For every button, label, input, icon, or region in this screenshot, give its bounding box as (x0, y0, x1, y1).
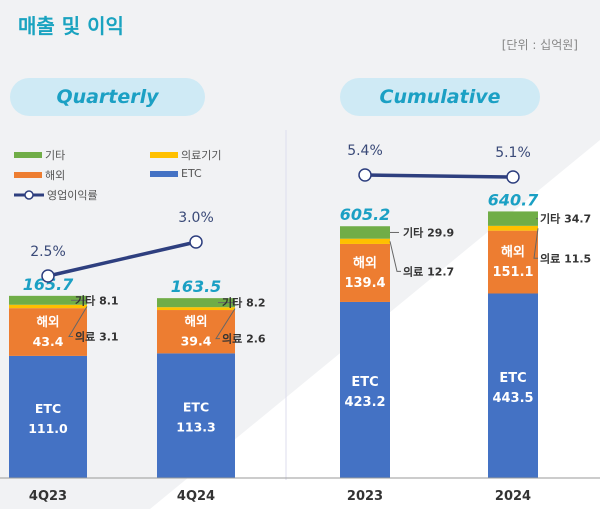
etc-value: 111.0 (28, 421, 68, 436)
overseas-label: 해외 (184, 314, 207, 329)
bar-2023-의료기기 (340, 238, 390, 244)
cumulative-pill: Cumulative (340, 78, 540, 116)
x-tick-label: 2023 (347, 489, 383, 504)
bar-2023-ETC (340, 301, 390, 478)
page-title: 매출 및 이익 (18, 14, 124, 38)
etc-value: 423.2 (344, 395, 385, 410)
margin-label: 2.5% (30, 244, 66, 260)
total-label: 163.5 (171, 277, 222, 296)
overseas-value: 39.4 (181, 334, 212, 349)
legend-etc: ETC (150, 167, 202, 180)
total-label: 640.7 (488, 190, 539, 209)
bar-4Q24-해외 (157, 310, 235, 354)
other-label: 기타 8.1 (75, 293, 119, 307)
margin-point (358, 168, 372, 182)
x-tick-label: 2024 (495, 489, 531, 504)
legend-other: 기타 (14, 147, 65, 163)
quarterly-pill: Quarterly (10, 78, 205, 116)
leader-medical (533, 228, 539, 259)
bar-2024-의료기기 (488, 225, 538, 231)
bar-4Q24-ETC (157, 353, 235, 478)
bar-4Q23-의료기기 (9, 304, 87, 309)
total-label: 165.7 (23, 275, 74, 294)
x-tick-label: 4Q24 (177, 489, 215, 504)
other-label: 기타 8.2 (222, 296, 266, 310)
etc-label: ETC (499, 371, 526, 386)
bar-4Q24-기타 (157, 298, 235, 308)
margin-label: 5.1% (495, 145, 531, 161)
legend-margin: 영업이익률 (14, 187, 98, 203)
legend-medical: 의료기기 (150, 147, 221, 163)
leader-medical (389, 241, 401, 272)
bar-2024-기타 (488, 211, 538, 226)
etc-label: ETC (183, 400, 209, 415)
bar-4Q23-해외 (9, 308, 87, 356)
margin-point (506, 170, 520, 184)
margin-label: 5.4% (347, 143, 383, 159)
margin-point (189, 235, 203, 249)
other-label: 기타 34.7 (540, 212, 591, 226)
margin-point (41, 269, 55, 283)
bar-4Q24-의료기기 (157, 307, 235, 311)
other-label: 기타 29.9 (403, 225, 454, 239)
bar-2024-해외 (488, 230, 538, 294)
legend-overseas: 해외 (14, 167, 65, 183)
unit-label: [단위 : 십억원] (501, 38, 578, 52)
overseas-value: 139.4 (344, 276, 385, 291)
medical-label: 의료 12.7 (403, 264, 454, 278)
leader-medical (68, 306, 88, 337)
etc-value: 443.5 (492, 391, 533, 406)
x-tick-label: 4Q23 (29, 489, 67, 504)
bar-2023-해외 (340, 243, 390, 302)
etc-label: ETC (35, 401, 61, 416)
overseas-label: 해외 (501, 244, 525, 260)
leader-medical (215, 308, 236, 340)
margin-line (364, 173, 514, 179)
margin-label: 3.0% (178, 210, 214, 226)
medical-label: 의료 2.6 (222, 332, 266, 346)
overseas-label: 해외 (36, 314, 59, 329)
medical-label: 의료 11.5 (540, 251, 591, 265)
overseas-value: 43.4 (33, 334, 64, 349)
etc-value: 113.3 (176, 420, 216, 435)
margin-line (47, 240, 197, 278)
bar-4Q23-ETC (9, 355, 87, 478)
bar-2024-ETC (488, 293, 538, 478)
etc-label: ETC (351, 375, 378, 390)
bar-4Q23-기타 (9, 295, 87, 305)
overseas-label: 해외 (353, 255, 377, 271)
overseas-value: 151.1 (492, 265, 533, 280)
total-label: 605.2 (340, 205, 391, 224)
medical-label: 의료 3.1 (75, 329, 119, 343)
bar-2023-기타 (340, 226, 390, 239)
